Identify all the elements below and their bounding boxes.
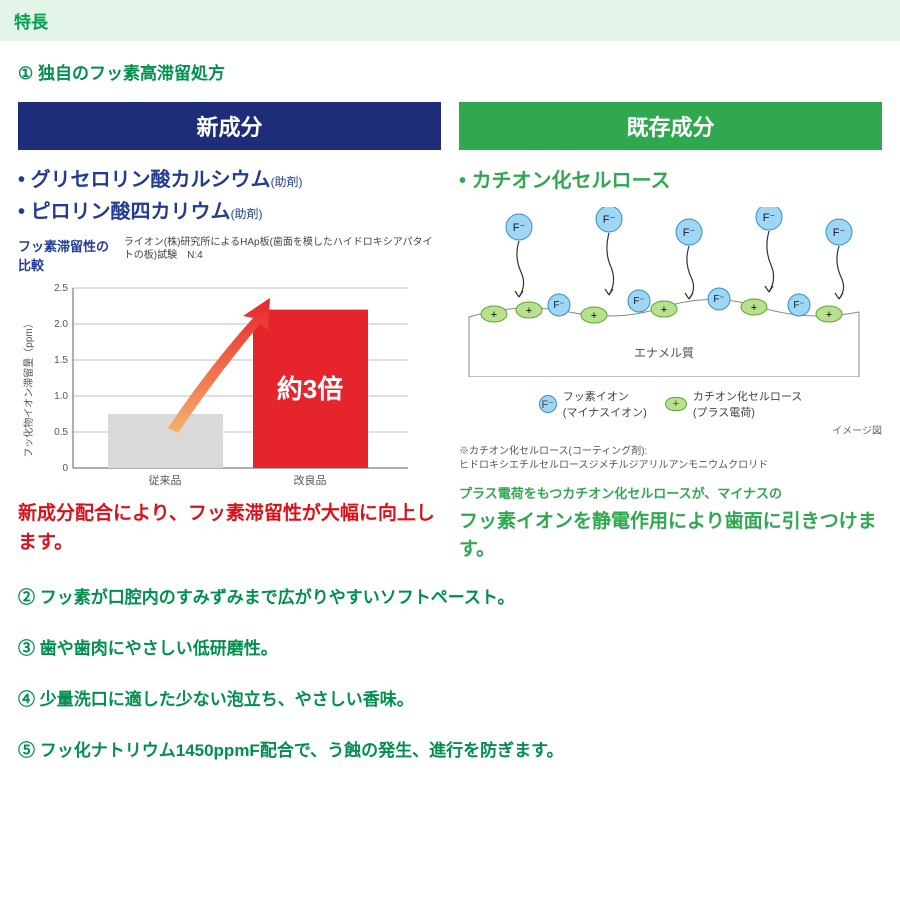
svg-text:F⁻: F⁻ bbox=[793, 300, 804, 311]
right-summary-lead: プラス電荷をもつカチオン化セルロースが、マイナスの bbox=[459, 486, 782, 501]
diagram-image-note: イメージ図 bbox=[459, 422, 882, 437]
left-bullet-2-sub: (助剤) bbox=[231, 207, 263, 221]
content: ① 独自のフッ素高滞留処方 新成分 • グリセロリン酸カルシウム(助剤) • ピ… bbox=[0, 41, 900, 797]
left-bullet-2-main: ピロリン酸四カリウム bbox=[31, 201, 231, 223]
f-ions-top: F⁻ F⁻ F⁻ F⁻ F⁻ bbox=[506, 207, 852, 245]
chart-title: フッ素滞留性の比較 bbox=[18, 236, 114, 274]
right-header: 既存成分 bbox=[459, 102, 882, 150]
svg-text:2.0: 2.0 bbox=[54, 319, 68, 330]
bar-1 bbox=[108, 414, 223, 468]
svg-text:+: + bbox=[826, 309, 832, 321]
features-list: ② フッ素が口腔内のすみずみまで広がりやすいソフトペースト。 ③ 歯や歯肉にやさ… bbox=[18, 583, 882, 761]
cation-diagram: エナメル質 F⁻ F⁻ F⁻ F⁻ F⁻ bbox=[459, 207, 869, 377]
legend-plus-icon: + bbox=[665, 397, 687, 411]
left-summary: 新成分配合により、フッ素滞留性が大幅に向上します。 bbox=[18, 500, 441, 557]
left-bullet-2: • ピロリン酸四カリウム(助剤) bbox=[18, 196, 441, 228]
right-bullet: • カチオン化セルロース bbox=[459, 164, 882, 193]
svg-text:F⁻: F⁻ bbox=[633, 296, 644, 307]
svg-text:+: + bbox=[591, 310, 597, 322]
legend-f-icon: F⁻ bbox=[539, 395, 557, 413]
svg-text:F⁻: F⁻ bbox=[683, 227, 696, 239]
feature-1-num: ① bbox=[18, 64, 33, 84]
feature-1: ① 独自のフッ素高滞留処方 bbox=[18, 59, 882, 84]
svg-text:F⁻: F⁻ bbox=[713, 294, 724, 305]
chart-source: ライオン(株)研究所によるHAp板(歯面を模したハイドロキシアパタイトの板)試験… bbox=[124, 236, 441, 262]
two-column-section: 新成分 • グリセロリン酸カルシウム(助剤) • ピロリン酸四カリウム(助剤) … bbox=[18, 102, 882, 565]
right-column: 既存成分 • カチオン化セルロース エナメル質 F⁻ F⁻ F⁻ F⁻ F⁻ bbox=[459, 102, 882, 565]
svg-text:F⁻: F⁻ bbox=[833, 227, 846, 239]
svg-text:0.5: 0.5 bbox=[54, 427, 68, 438]
x-tick-labels: 従来品 改良品 bbox=[149, 473, 327, 487]
diagram-wrap: エナメル質 F⁻ F⁻ F⁻ F⁻ F⁻ bbox=[459, 207, 882, 473]
feature-2: ② フッ素が口腔内のすみずみまで広がりやすいソフトペースト。 bbox=[18, 583, 882, 608]
right-summary-main: フッ素イオンを静電作用により歯面に引きつけます。 bbox=[459, 511, 877, 561]
left-header: 新成分 bbox=[18, 102, 441, 150]
left-column: 新成分 • グリセロリン酸カルシウム(助剤) • ピロリン酸四カリウム(助剤) … bbox=[18, 102, 441, 565]
feature-4: ④ 少量洗口に適した少ない泡立ち、やさしい香味。 bbox=[18, 685, 882, 710]
legend-f-label: フッ素イオン(マイナスイオン) bbox=[563, 388, 647, 420]
svg-text:0: 0 bbox=[62, 463, 68, 474]
feature-3: ③ 歯や歯肉にやさしい低研磨性。 bbox=[18, 634, 882, 659]
svg-text:1.0: 1.0 bbox=[54, 391, 68, 402]
svg-text:+: + bbox=[751, 302, 757, 314]
svg-text:+: + bbox=[491, 309, 497, 321]
svg-text:F⁻: F⁻ bbox=[763, 212, 776, 224]
right-summary: プラス電荷をもつカチオン化セルロースが、マイナスの フッ素イオンを静電作用により… bbox=[459, 479, 882, 565]
svg-text:F⁻: F⁻ bbox=[603, 214, 616, 226]
section-title: 特長 bbox=[14, 13, 48, 32]
legend-plus: + カチオン化セルロース(プラス電荷) bbox=[665, 388, 802, 420]
chart-callout: 約3倍 bbox=[277, 374, 343, 404]
enamel-label: エナメル質 bbox=[634, 345, 694, 360]
chart-wrap: フッ素滞留性の比較 ライオン(株)研究所によるHAp板(歯面を模したハイドロキシ… bbox=[18, 236, 441, 488]
right-bullet-text: カチオン化セルロース bbox=[472, 170, 671, 192]
svg-text:2.5: 2.5 bbox=[54, 283, 68, 294]
diagram-legend: F⁻ フッ素イオン(マイナスイオン) + カチオン化セルロース(プラス電荷) bbox=[459, 388, 882, 420]
svg-text:+: + bbox=[661, 304, 667, 316]
y-tick-labels: 0 0.5 1.0 1.5 2.0 2.5 bbox=[54, 283, 68, 474]
svg-text:従来品: 従来品 bbox=[149, 474, 182, 487]
left-bullet-1-sub: (助剤) bbox=[271, 175, 303, 189]
svg-text:+: + bbox=[526, 305, 532, 317]
legend-plus-label: カチオン化セルロース(プラス電荷) bbox=[693, 388, 802, 420]
svg-text:改良品: 改良品 bbox=[294, 473, 327, 487]
feature-1-text: 独自のフッ素高滞留処方 bbox=[38, 64, 225, 83]
svg-text:F⁻: F⁻ bbox=[553, 300, 564, 311]
y-axis-label: フッ化物イオン滞留量（ppm） bbox=[22, 318, 35, 457]
left-bullet-1: • グリセロリン酸カルシウム(助剤) bbox=[18, 164, 441, 196]
chart-title-row: フッ素滞留性の比較 ライオン(株)研究所によるHAp板(歯面を模したハイドロキシ… bbox=[18, 236, 441, 274]
left-bullet-1-main: グリセロリン酸カルシウム bbox=[31, 169, 271, 191]
feature-5: ⑤ フッ化ナトリウム1450ppmF配合で、う蝕の発生、進行を防ぎます。 bbox=[18, 736, 882, 761]
svg-text:F⁻: F⁻ bbox=[513, 222, 526, 234]
diagram-footnote: ※カチオン化セルロース(コーティング剤): ヒドロキシエチルセルロースジメチルジ… bbox=[459, 445, 882, 473]
legend-f: F⁻ フッ素イオン(マイナスイオン) bbox=[539, 388, 647, 420]
section-header: 特長 bbox=[0, 0, 900, 41]
bar-chart: フッ化物イオン滞留量（ppm） 0 0.5 bbox=[18, 278, 418, 488]
svg-text:1.5: 1.5 bbox=[54, 355, 68, 366]
